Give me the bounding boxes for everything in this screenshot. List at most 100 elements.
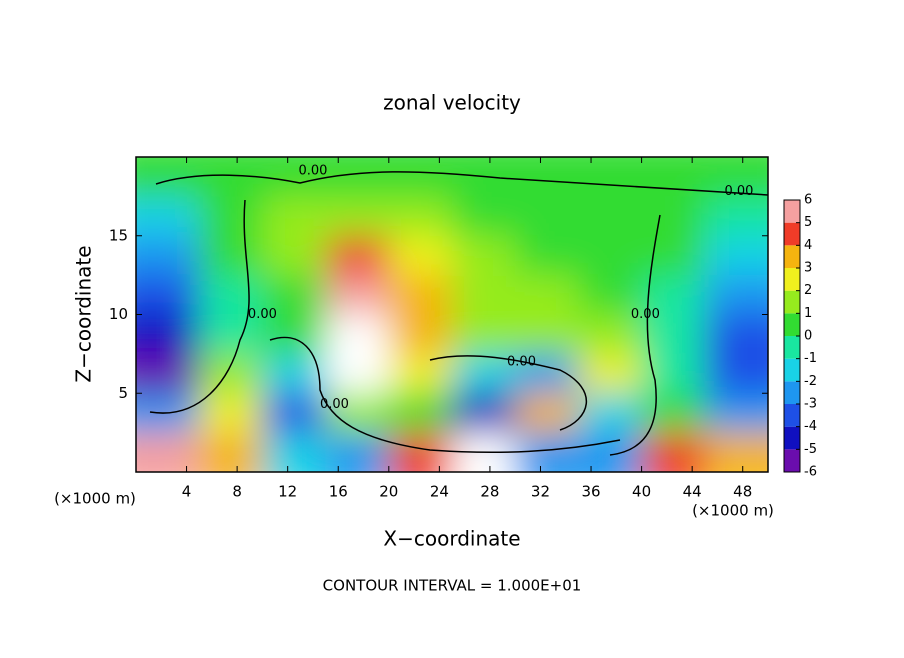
colorbar-tick-label: 4 [804, 238, 812, 253]
colorbar-swatch [784, 449, 800, 472]
field-cell [452, 196, 517, 237]
colorbar-swatch [784, 336, 800, 359]
colorbar-swatch [784, 245, 800, 268]
colorbar-tick-label: -1 [804, 351, 817, 366]
footer: CONTOUR INTERVAL = 1.000E+01 [323, 577, 582, 595]
colorbar-swatch [784, 200, 800, 223]
colorbar-swatch [784, 404, 800, 427]
field-cell [515, 393, 580, 434]
field-cell [578, 353, 643, 395]
field-cell [578, 275, 643, 316]
x-tick-label: 48 [733, 483, 752, 501]
colorbar-tick-label: 2 [804, 283, 812, 298]
contour-label: 0.00 [507, 354, 536, 369]
colorbar-tick-label: 1 [804, 306, 812, 321]
chart-title: zonal velocity [383, 91, 521, 115]
contour-label: 0.00 [320, 397, 349, 412]
colorbar-swatch [784, 290, 800, 314]
colorbar-swatch [784, 222, 800, 246]
field-cell [325, 196, 390, 237]
field-cell [136, 353, 201, 395]
field-cell [325, 275, 390, 316]
colorbar-swatch [784, 268, 800, 291]
field-cell [452, 393, 517, 434]
x-unit-label: (×1000 m) [692, 502, 774, 520]
colorbar: 6 5 4 3 2 1 0 -1 -2 -3 -4 -5 -6 [783, 193, 817, 480]
field-cell [262, 393, 327, 434]
y-tick-label: 5 [118, 384, 128, 402]
field-cell [388, 275, 453, 316]
field-cell [515, 196, 580, 237]
field-cell [452, 275, 517, 316]
contour-label: 0.00 [298, 164, 327, 179]
field-cell [704, 432, 768, 472]
x-tick-label: 44 [683, 483, 702, 501]
field-cell [452, 157, 517, 198]
field-cell [388, 393, 453, 434]
colorbar-swatch [784, 381, 800, 404]
field-cell [578, 393, 643, 434]
field-cell [641, 353, 706, 395]
field-cell [515, 157, 580, 198]
field-cell [578, 196, 643, 237]
field-cell [325, 353, 390, 395]
field-cell [704, 196, 768, 237]
field-cell [388, 432, 453, 472]
colorbar-tick-label: -5 [804, 442, 817, 457]
field-cell [136, 314, 201, 355]
field [136, 157, 768, 472]
colorbar-tick-label: 3 [804, 261, 812, 276]
field-cell [704, 275, 768, 316]
field-cell [704, 393, 768, 434]
field-cell [262, 196, 327, 237]
field-cell [578, 314, 643, 355]
field-cell [641, 235, 706, 277]
field-cell [136, 235, 201, 277]
x-tick-label: 32 [531, 483, 550, 501]
field-cell [262, 235, 327, 277]
field-cell [578, 157, 643, 198]
zero-contours [149, 171, 768, 456]
field-cell [452, 235, 517, 277]
field-cell [262, 353, 327, 395]
contour-line [609, 214, 661, 456]
field-cell [199, 393, 264, 434]
field-cell [452, 314, 517, 355]
contour-label: 0.00 [631, 307, 660, 322]
colorbar-tick-label: 6 [804, 193, 812, 208]
field-cell [325, 393, 390, 434]
x-tick-label: 4 [182, 483, 192, 501]
field-cell [388, 157, 453, 198]
x-tick-label: 16 [329, 483, 348, 501]
contour-label: 0.00 [248, 307, 277, 322]
field-cell [515, 275, 580, 316]
field-cell [262, 275, 327, 316]
field-cell [325, 157, 390, 198]
colorbar-tick-label: -3 [804, 397, 817, 412]
field-cell [262, 432, 327, 472]
x-tick-label: 28 [480, 483, 499, 501]
field-cell [641, 393, 706, 434]
field-cell [641, 432, 706, 472]
x-tick-label: 40 [632, 483, 651, 501]
colorbar-tick-label: -2 [804, 374, 817, 389]
contour-line [269, 336, 621, 454]
field-cell [452, 353, 517, 395]
field-cell [515, 235, 580, 277]
field-cell [515, 314, 580, 355]
field-cell [515, 432, 580, 472]
contour-line [429, 355, 588, 431]
field-cell [136, 432, 201, 472]
field-cell [388, 353, 453, 395]
y-tick-label: 15 [109, 226, 128, 244]
field-cell [199, 196, 264, 237]
field-cell [704, 157, 768, 198]
field-cell [199, 157, 264, 198]
field-cell [199, 275, 264, 316]
field-cell [641, 314, 706, 355]
x-tick-label: 12 [278, 483, 297, 501]
field-cell [262, 157, 327, 198]
field-cell [704, 235, 768, 277]
colorbar-swatch [784, 358, 800, 382]
contour-label: 0.00 [724, 184, 753, 199]
